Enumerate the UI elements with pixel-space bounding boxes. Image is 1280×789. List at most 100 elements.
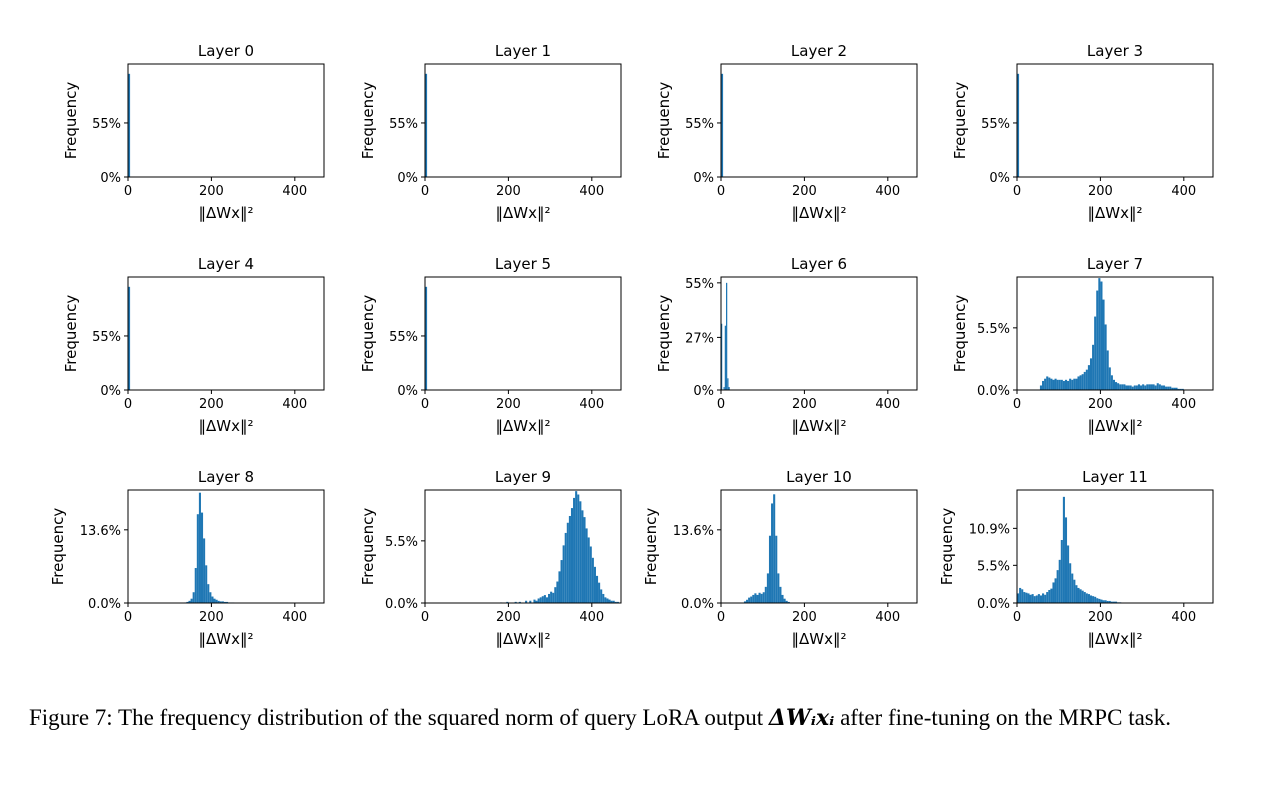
x-tick-label: 400 bbox=[1171, 397, 1196, 412]
histogram-bar bbox=[537, 598, 540, 603]
histogram-bar bbox=[1089, 595, 1093, 603]
histogram-bar bbox=[750, 596, 753, 603]
y-tick-label: 0.0% bbox=[977, 384, 1010, 399]
histogram-bar bbox=[1104, 324, 1107, 390]
histogram-bar bbox=[1027, 593, 1030, 603]
caption-suffix: after fine-tuning on the MRPC task. bbox=[834, 705, 1171, 730]
histogram-bar bbox=[1119, 384, 1122, 390]
x-tick-label: 200 bbox=[1088, 184, 1113, 199]
histogram-bar bbox=[194, 568, 197, 603]
x-axis-label: ‖ΔWx‖² bbox=[792, 630, 847, 648]
histogram-bar bbox=[756, 594, 759, 603]
y-tick-label: 55% bbox=[685, 277, 714, 292]
histogram-bar bbox=[1071, 573, 1074, 603]
histogram-bar bbox=[1075, 378, 1078, 390]
histogram-bar bbox=[1110, 601, 1113, 603]
x-tick-label: 0 bbox=[1013, 184, 1021, 199]
y-tick-label: 0% bbox=[397, 171, 418, 186]
histogram-bar bbox=[1123, 384, 1126, 390]
histogram-bar bbox=[595, 575, 599, 603]
histogram-bar bbox=[128, 286, 131, 390]
panel-title: Layer 9 bbox=[495, 468, 551, 486]
histogram-bar bbox=[198, 492, 201, 603]
histogram-bar bbox=[1058, 559, 1061, 603]
histogram-bar bbox=[1044, 594, 1047, 603]
y-axis-label: Frequency bbox=[655, 82, 673, 160]
histogram-bar bbox=[1108, 600, 1111, 603]
histogram-bar bbox=[1060, 539, 1063, 603]
histogram-bar bbox=[1069, 563, 1072, 603]
x-tick-label: 200 bbox=[496, 184, 521, 199]
histogram-bar bbox=[604, 597, 607, 603]
histogram-bar bbox=[752, 594, 755, 603]
histogram-bar bbox=[211, 596, 214, 603]
histogram-bar bbox=[207, 584, 210, 603]
histogram-bar bbox=[610, 600, 613, 603]
histogram-bar bbox=[1064, 379, 1068, 390]
histogram-bar bbox=[518, 601, 521, 603]
histogram-bar bbox=[746, 599, 749, 603]
panel-title: Layer 4 bbox=[198, 255, 254, 273]
histogram-bar bbox=[1025, 592, 1028, 603]
histogram-bar bbox=[587, 537, 590, 603]
histogram-bar bbox=[748, 597, 751, 603]
histogram-bar bbox=[1140, 385, 1143, 390]
histogram-bar bbox=[570, 508, 574, 603]
histogram-bar bbox=[1104, 600, 1107, 603]
y-tick-label: 0% bbox=[693, 171, 714, 186]
histogram-bar bbox=[1112, 379, 1115, 390]
histogram-bar bbox=[1177, 388, 1180, 390]
panel-layer-0: 0 200 400 0% 55% Layer 0 ‖ΔWx‖² Frequency bbox=[62, 42, 325, 222]
y-tick-label: 5.5% bbox=[385, 535, 418, 550]
histogram-bar bbox=[223, 601, 226, 603]
x-axis-label: ‖ΔWx‖² bbox=[1088, 630, 1143, 648]
histogram-bar bbox=[1110, 375, 1113, 390]
histogram-bar bbox=[1087, 594, 1090, 603]
histogram-bar bbox=[1096, 598, 1099, 603]
histogram-bar bbox=[1085, 369, 1088, 390]
y-tick-label: 0% bbox=[989, 171, 1010, 186]
histogram-bar bbox=[602, 593, 605, 603]
y-tick-label: 0% bbox=[397, 384, 418, 399]
histogram-bar bbox=[535, 600, 538, 603]
histogram-bar bbox=[583, 517, 586, 603]
panel-title: Layer 8 bbox=[198, 468, 254, 486]
histogram-bar bbox=[1075, 585, 1078, 603]
y-axis-label: Frequency bbox=[359, 295, 377, 373]
x-axis-label: ‖ΔWx‖² bbox=[1088, 417, 1143, 435]
histogram-bar bbox=[608, 599, 611, 603]
x-axis-label: ‖ΔWx‖² bbox=[1088, 204, 1143, 222]
y-tick-label: 13.6% bbox=[673, 524, 714, 539]
x-tick-label: 400 bbox=[1171, 184, 1196, 199]
plot-frame bbox=[127, 489, 325, 604]
y-axis-label: Frequency bbox=[938, 508, 956, 586]
y-tick-label: 55% bbox=[92, 117, 121, 132]
histogram-bar bbox=[589, 546, 592, 603]
histogram-bar bbox=[215, 599, 218, 603]
histogram-bar bbox=[1106, 350, 1109, 390]
y-axis-label: Frequency bbox=[655, 295, 673, 373]
histogram-bar bbox=[1085, 593, 1088, 603]
histogram-bar bbox=[785, 600, 788, 603]
histogram-bar bbox=[1054, 578, 1057, 603]
histogram-bar bbox=[606, 598, 609, 603]
histogram-bar bbox=[1039, 595, 1043, 603]
x-axis-label: ‖ΔWx‖² bbox=[199, 204, 254, 222]
x-tick-label: 400 bbox=[875, 610, 900, 625]
histogram-bar bbox=[783, 598, 786, 603]
plot-frame bbox=[1016, 276, 1214, 391]
histogram-bar bbox=[1052, 582, 1055, 603]
x-tick-label: 200 bbox=[496, 610, 521, 625]
x-tick-label: 200 bbox=[199, 397, 224, 412]
histogram-bar bbox=[1121, 384, 1124, 390]
panel-title: Layer 1 bbox=[495, 42, 551, 60]
histogram-bar bbox=[221, 601, 224, 603]
histogram-bar bbox=[771, 503, 774, 603]
x-tick-label: 0 bbox=[124, 610, 132, 625]
histogram-bar bbox=[1067, 545, 1070, 603]
histogram-bar bbox=[1156, 383, 1159, 390]
histogram-bar bbox=[612, 600, 615, 603]
panel-layer-2: 0 200 400 0% 55% Layer 2 ‖ΔWx‖² Frequency bbox=[655, 42, 918, 222]
x-tick-label: 0 bbox=[124, 397, 132, 412]
histogram-bar bbox=[203, 538, 206, 603]
